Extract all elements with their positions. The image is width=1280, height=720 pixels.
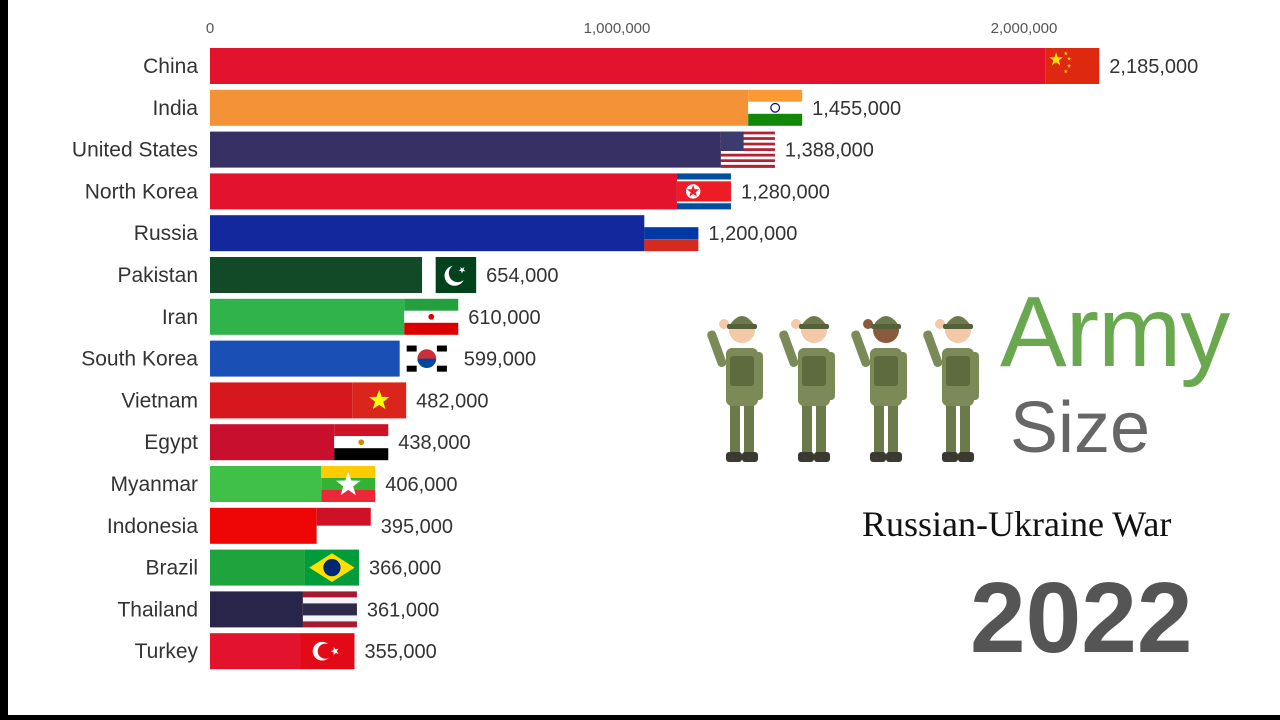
bar bbox=[210, 507, 317, 544]
saluting-soldier-icon bbox=[707, 316, 763, 462]
data-label: 654,000 bbox=[486, 265, 558, 287]
category-label: Myanmar bbox=[110, 473, 198, 496]
data-label: 599,000 bbox=[464, 349, 536, 371]
category-label: Pakistan bbox=[117, 264, 198, 287]
data-label: 366,000 bbox=[369, 558, 441, 580]
myanmar-flag bbox=[321, 466, 376, 502]
category-label: Turkey bbox=[135, 640, 199, 663]
bar bbox=[210, 173, 677, 210]
data-label: 2,185,000 bbox=[1109, 56, 1198, 78]
data-label: 1,200,000 bbox=[708, 223, 797, 245]
bar bbox=[210, 424, 335, 461]
bar bbox=[210, 89, 749, 126]
bar bbox=[210, 549, 305, 586]
data-label: 355,000 bbox=[364, 641, 436, 663]
category-label: India bbox=[152, 97, 198, 120]
chart-title-army: Army bbox=[1000, 276, 1230, 388]
bar bbox=[210, 633, 301, 670]
indonesia-flag bbox=[316, 507, 371, 544]
russia-flag bbox=[644, 215, 699, 252]
bar bbox=[210, 340, 400, 377]
bar bbox=[210, 215, 645, 252]
thailand-flag bbox=[302, 591, 357, 628]
china-flag bbox=[1045, 48, 1100, 84]
data-label: 1,280,000 bbox=[741, 181, 830, 203]
bar bbox=[210, 131, 721, 168]
saluting-soldier-icon bbox=[779, 316, 835, 462]
vietnam-flag bbox=[352, 382, 407, 419]
frame-bottom-border bbox=[0, 715, 1280, 720]
saluting-soldier-icon bbox=[923, 316, 979, 462]
category-label: South Korea bbox=[81, 348, 198, 371]
saluting-soldier-icon bbox=[851, 316, 907, 462]
chart-subtitle: Russian-Ukraine War bbox=[862, 504, 1172, 544]
category-label: Thailand bbox=[117, 598, 198, 621]
x-tick-label: 2,000,000 bbox=[991, 20, 1058, 37]
egypt-flag bbox=[334, 424, 389, 461]
bar bbox=[210, 591, 303, 628]
bar bbox=[210, 382, 353, 419]
data-label: 1,388,000 bbox=[785, 140, 874, 162]
data-label: 610,000 bbox=[468, 307, 540, 329]
data-label: 361,000 bbox=[367, 599, 439, 621]
frame-left-border bbox=[0, 0, 8, 720]
soldiers-illustration bbox=[707, 316, 979, 462]
category-label: Indonesia bbox=[107, 515, 198, 538]
data-label: 438,000 bbox=[398, 432, 470, 454]
bar bbox=[210, 298, 405, 335]
category-label: China bbox=[143, 55, 198, 78]
category-label: Egypt bbox=[144, 431, 198, 454]
bar bbox=[210, 257, 423, 293]
category-label: Vietnam bbox=[121, 389, 198, 412]
year-label: 2022 bbox=[970, 562, 1193, 674]
turkey-flag bbox=[300, 633, 355, 670]
x-tick-label: 0 bbox=[206, 20, 214, 37]
north-korea-flag bbox=[676, 173, 731, 210]
iran-flag bbox=[404, 298, 459, 335]
category-label: North Korea bbox=[85, 180, 199, 203]
us-flag bbox=[720, 131, 775, 168]
x-tick-label: 1,000,000 bbox=[584, 20, 651, 37]
category-label: Russia bbox=[134, 222, 199, 245]
category-label: Iran bbox=[162, 306, 198, 329]
category-label: Brazil bbox=[145, 557, 198, 580]
bar bbox=[210, 48, 1046, 84]
south-korea-flag bbox=[399, 340, 454, 377]
data-label: 1,455,000 bbox=[812, 98, 901, 120]
pakistan-flag bbox=[422, 257, 477, 293]
chart-title-size: Size bbox=[1010, 388, 1151, 468]
data-label: 406,000 bbox=[385, 474, 457, 496]
data-label: 482,000 bbox=[416, 390, 488, 412]
bar bbox=[210, 466, 322, 502]
india-flag bbox=[748, 89, 803, 126]
data-label: 395,000 bbox=[381, 516, 453, 538]
category-label: United States bbox=[72, 139, 198, 162]
brazil-flag bbox=[304, 549, 359, 586]
